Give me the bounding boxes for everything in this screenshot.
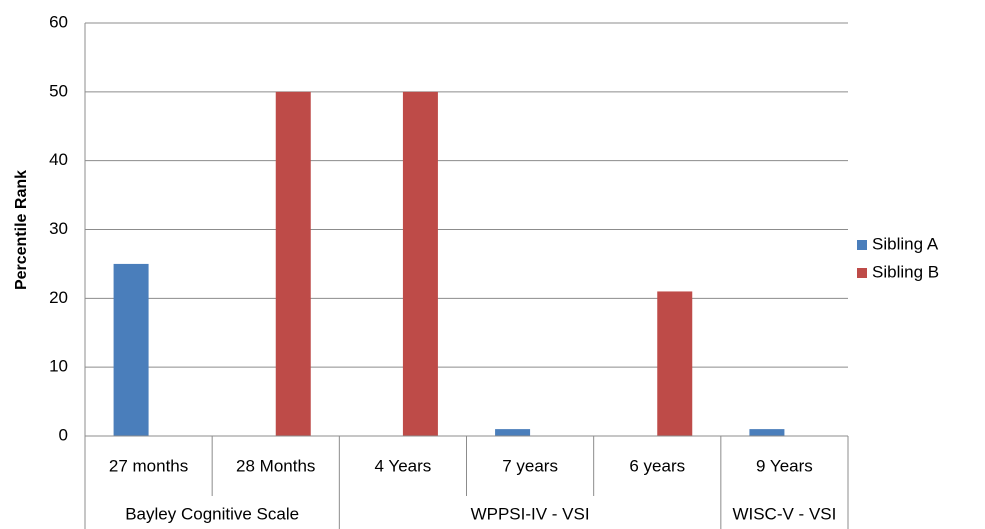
bar bbox=[657, 291, 693, 436]
bar bbox=[402, 91, 438, 436]
bar bbox=[495, 429, 531, 436]
y-tick-label: 20 bbox=[49, 288, 68, 307]
x-tick-label: 27 months bbox=[109, 456, 188, 475]
x-tick-label: 6 years bbox=[629, 456, 685, 475]
group-label: WISC-V - VSI bbox=[732, 504, 836, 523]
legend-label: Sibling B bbox=[872, 262, 939, 281]
x-tick-label: 28 Months bbox=[236, 456, 315, 475]
y-tick-label: 60 bbox=[49, 12, 68, 31]
x-tick-label: 7 years bbox=[502, 456, 558, 475]
legend-swatch bbox=[857, 268, 867, 278]
y-tick-label: 50 bbox=[49, 81, 68, 100]
y-tick-label: 30 bbox=[49, 219, 68, 238]
y-tick-label: 40 bbox=[49, 150, 68, 169]
y-axis-label: Percentile Rank bbox=[13, 170, 30, 290]
bar bbox=[749, 429, 785, 436]
y-tick-label: 0 bbox=[59, 425, 68, 444]
legend-label: Sibling A bbox=[872, 234, 939, 253]
bar bbox=[113, 263, 149, 436]
group-label: WPPSI-IV - VSI bbox=[471, 504, 590, 523]
x-tick-label: 9 Years bbox=[756, 456, 813, 475]
x-tick-label: 4 Years bbox=[375, 456, 432, 475]
bar bbox=[275, 91, 311, 436]
legend-swatch bbox=[857, 240, 867, 250]
group-label: Bayley Cognitive Scale bbox=[125, 504, 299, 523]
y-tick-label: 10 bbox=[49, 357, 68, 376]
